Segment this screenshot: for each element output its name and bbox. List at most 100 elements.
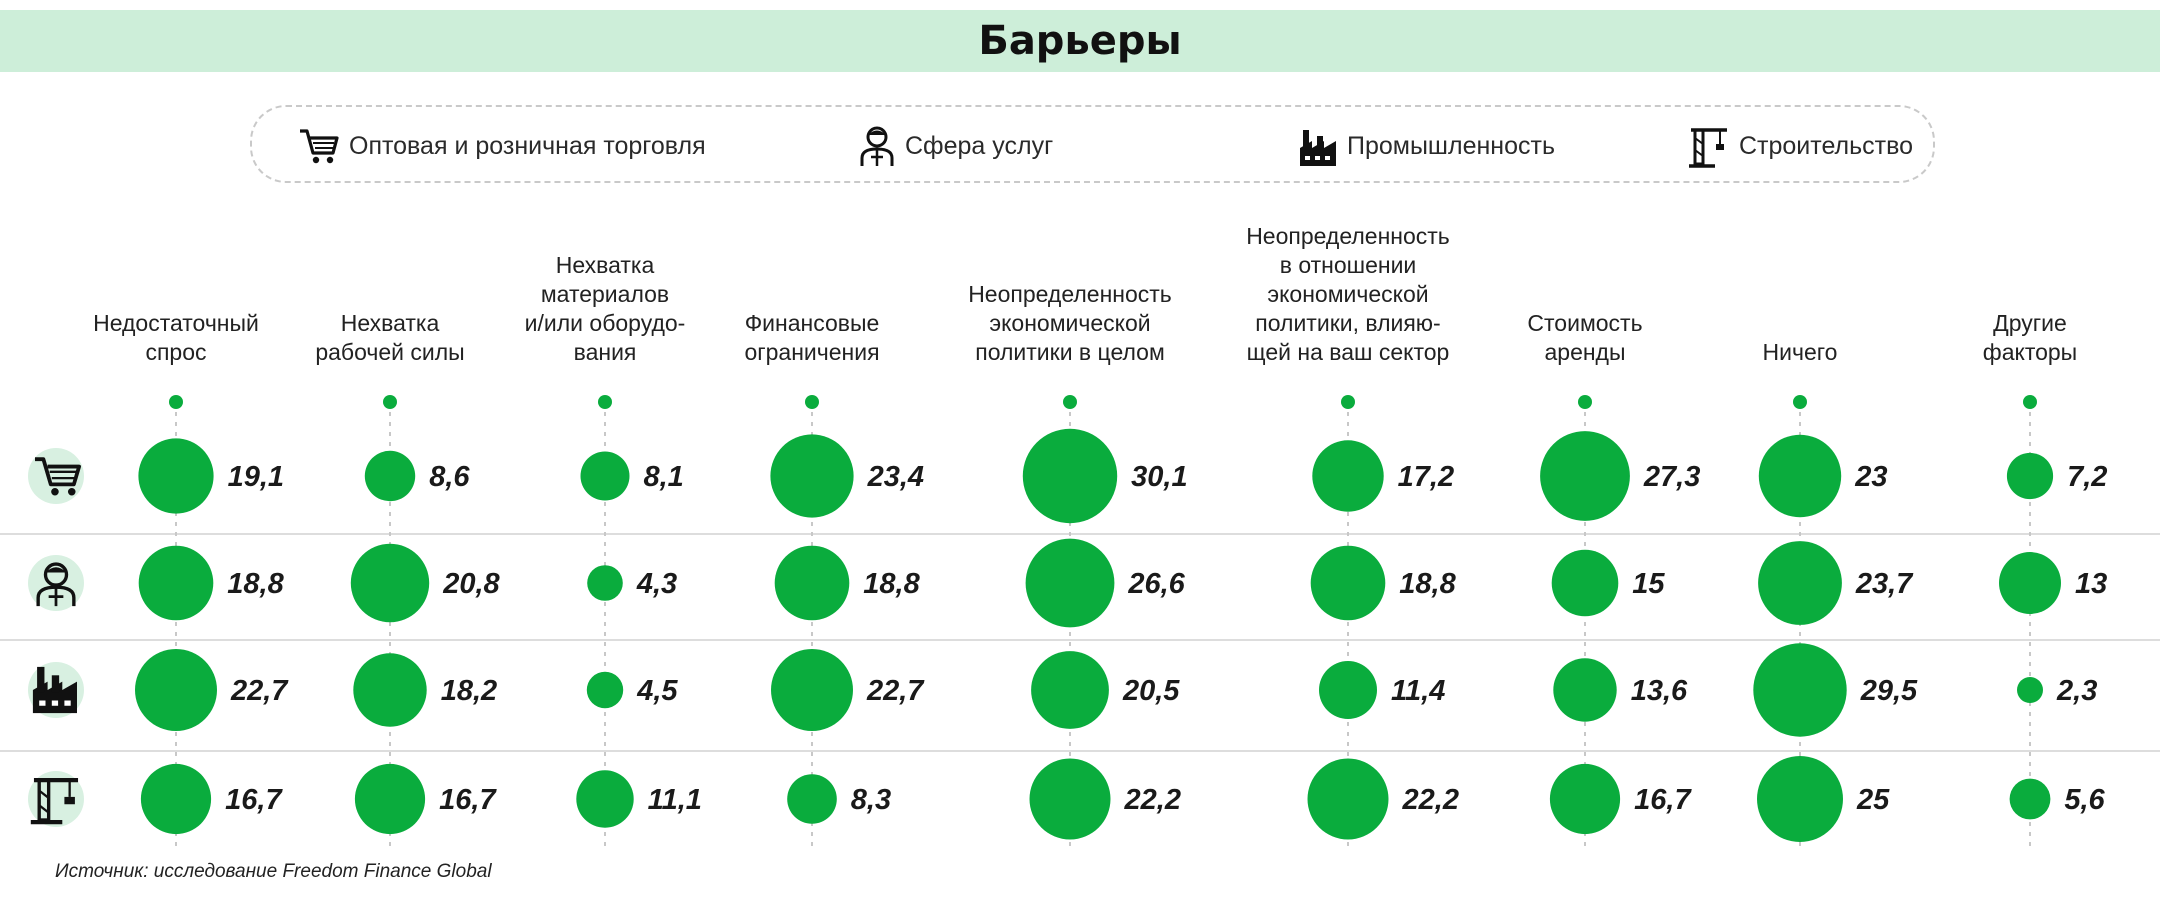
value-label: 26,6 xyxy=(1127,568,1185,600)
bubble xyxy=(576,770,634,828)
value-label: 20,8 xyxy=(442,568,500,600)
category-label: вания xyxy=(574,339,637,365)
bubble xyxy=(2009,778,2051,820)
shopping-cart-icon-glyph xyxy=(35,457,81,496)
bubble xyxy=(2006,452,2054,500)
value-label: 16,7 xyxy=(1634,784,1692,816)
bubble xyxy=(364,450,416,502)
legend-label: Строительство xyxy=(1739,131,1913,160)
column-marker xyxy=(598,395,612,409)
value-label: 15 xyxy=(1632,568,1665,600)
column-marker xyxy=(805,395,819,409)
value-label: 23 xyxy=(1854,461,1887,493)
service-worker-icon xyxy=(28,555,84,611)
category-label: политики в целом xyxy=(975,339,1165,365)
value-label: 8,3 xyxy=(851,784,891,816)
bubble xyxy=(1553,658,1617,722)
column-marker xyxy=(1341,395,1355,409)
bubble xyxy=(353,653,427,727)
legend-label: Сфера услуг xyxy=(905,131,1054,160)
legend-label: Промышленность xyxy=(1347,131,1555,160)
category-label: Финансовые xyxy=(745,310,880,336)
value-label: 16,7 xyxy=(225,784,283,816)
service-worker-icon xyxy=(860,126,894,166)
bubble xyxy=(1319,661,1377,719)
value-label: 13,6 xyxy=(1631,675,1688,707)
category-label: политики, влияю- xyxy=(1255,310,1440,336)
value-label: 8,1 xyxy=(643,461,683,493)
value-label: 20,5 xyxy=(1122,675,1180,707)
title-band: Барьеры xyxy=(0,10,2160,72)
bubble xyxy=(1757,756,1843,842)
crane-icon xyxy=(1689,128,1727,168)
legend-label: Оптовая и розничная торговля xyxy=(349,131,706,160)
value-label: 22,7 xyxy=(230,675,289,707)
value-label: 18,8 xyxy=(863,568,920,600)
bubble xyxy=(1025,538,1115,628)
category-label: Ничего xyxy=(1763,339,1838,365)
category-label: Другие xyxy=(1993,310,2067,336)
value-label: 23,4 xyxy=(867,461,924,493)
column-marker xyxy=(1578,395,1592,409)
bubble xyxy=(1540,431,1630,521)
bubble xyxy=(2017,677,2043,703)
bubble xyxy=(771,649,853,731)
bubble xyxy=(1551,549,1619,617)
column-marker xyxy=(169,395,183,409)
value-label: 19,1 xyxy=(228,461,284,493)
bubble xyxy=(1312,440,1384,512)
legend-item-industry: Промышленность xyxy=(1297,107,1555,185)
value-label: 18,8 xyxy=(227,568,284,600)
legend-item-services: Сфера услуг xyxy=(857,107,1053,185)
bubble xyxy=(135,649,217,731)
column-marker xyxy=(1793,395,1807,409)
chart-title: Барьеры xyxy=(978,18,1182,64)
legend-item-construction: Строительство xyxy=(1687,107,1913,185)
value-label: 23,7 xyxy=(1855,568,1914,600)
category-label: аренды xyxy=(1544,339,1625,365)
value-label: 25 xyxy=(1856,784,1890,816)
bubble xyxy=(1549,763,1621,835)
bubble xyxy=(138,545,214,621)
bubble xyxy=(774,545,850,621)
column-marker xyxy=(1063,395,1077,409)
category-label: экономической xyxy=(989,310,1150,336)
value-label: 5,6 xyxy=(2064,784,2105,816)
value-label: 11,1 xyxy=(648,784,702,816)
factory-icon xyxy=(28,662,84,718)
category-label: щей на ваш сектор xyxy=(1247,339,1450,365)
crane-icon xyxy=(28,771,84,827)
bubble xyxy=(1310,545,1386,621)
category-label: спрос xyxy=(145,339,206,365)
category-label: Недостаточный xyxy=(93,310,259,336)
value-label: 16,7 xyxy=(439,784,497,816)
category-label: в отношении xyxy=(1280,252,1417,278)
category-label: экономической xyxy=(1267,281,1428,307)
value-label: 2,3 xyxy=(2056,675,2097,707)
legend-item-trade: Оптовая и розничная торговля xyxy=(297,107,706,185)
service-worker-icon-glyph xyxy=(36,562,76,607)
value-label: 29,5 xyxy=(1860,675,1918,707)
bubble xyxy=(580,451,630,501)
value-label: 7,2 xyxy=(2067,461,2107,493)
value-label: 22,2 xyxy=(1124,784,1181,816)
bubble xyxy=(1022,428,1118,524)
category-label: Нехватка xyxy=(341,310,440,336)
crane-icon-glyph xyxy=(30,778,79,825)
shopping-cart-icon xyxy=(300,129,339,164)
value-label: 27,3 xyxy=(1643,461,1700,493)
bubble xyxy=(1758,541,1842,625)
bubble xyxy=(350,543,430,623)
value-label: 13 xyxy=(2075,568,2107,600)
value-label: 4,3 xyxy=(636,568,677,600)
bubble xyxy=(1031,651,1109,729)
bubble xyxy=(1758,434,1842,518)
bubble xyxy=(354,763,426,835)
category-label: Неопределенность xyxy=(968,281,1172,307)
column-marker xyxy=(2023,395,2037,409)
category-label: и/или оборудо- xyxy=(525,310,686,336)
bubble xyxy=(1753,643,1847,737)
value-label: 18,8 xyxy=(1399,568,1456,600)
category-label: материалов xyxy=(541,281,669,307)
